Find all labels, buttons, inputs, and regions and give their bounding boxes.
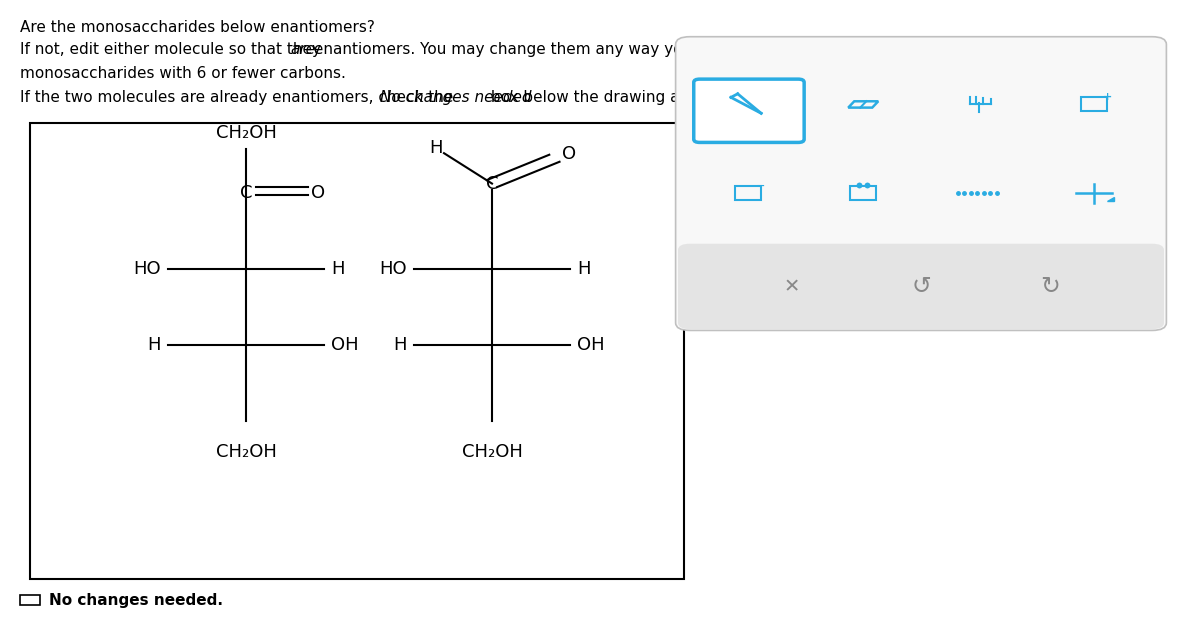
Text: CH₂OH: CH₂OH (462, 443, 522, 461)
Text: No changes needed: No changes needed (380, 90, 532, 105)
Text: are: are (290, 42, 316, 58)
FancyBboxPatch shape (676, 37, 1166, 330)
Text: O: O (311, 184, 325, 202)
Text: +: + (1103, 92, 1112, 103)
Text: −: − (756, 181, 766, 191)
Text: CH₂OH: CH₂OH (216, 125, 276, 142)
Bar (850, 186, 876, 200)
Text: CH₂OH: CH₂OH (216, 443, 276, 461)
Text: enantiomers. You may change them any way you like, as long as both drawings rema: enantiomers. You may change them any way… (308, 42, 1151, 58)
Bar (734, 186, 761, 200)
FancyBboxPatch shape (694, 79, 804, 142)
Text: H: H (428, 139, 443, 157)
Text: No changes needed.: No changes needed. (49, 592, 223, 608)
Text: ↺: ↺ (911, 275, 931, 298)
Text: monosaccharides with 6 or fewer carbons.: monosaccharides with 6 or fewer carbons. (20, 66, 347, 81)
Text: H: H (148, 336, 161, 354)
Text: HO: HO (133, 260, 161, 278)
Text: ↻: ↻ (1040, 275, 1061, 298)
Text: ✕: ✕ (784, 277, 800, 296)
Text: HO: HO (379, 260, 407, 278)
Text: box below the drawing area.: box below the drawing area. (486, 90, 709, 105)
Text: H: H (331, 260, 344, 278)
Text: OH: OH (331, 336, 359, 354)
Text: OH: OH (577, 336, 605, 354)
Text: If the two molecules are already enantiomers, check the: If the two molecules are already enantio… (20, 90, 458, 105)
Bar (1081, 97, 1108, 111)
Text: H: H (394, 336, 407, 354)
Text: H: H (577, 260, 590, 278)
FancyBboxPatch shape (678, 244, 1164, 329)
Text: O: O (562, 146, 576, 163)
Text: Are the monosaccharides below enantiomers?: Are the monosaccharides below enantiomer… (20, 20, 376, 35)
Polygon shape (1106, 197, 1114, 201)
Text: C: C (486, 175, 498, 192)
Bar (30, 123, 684, 579)
Text: If not, edit either molecule so that they: If not, edit either molecule so that the… (20, 42, 326, 58)
Bar (20, 595, 40, 605)
Text: C: C (240, 184, 252, 202)
